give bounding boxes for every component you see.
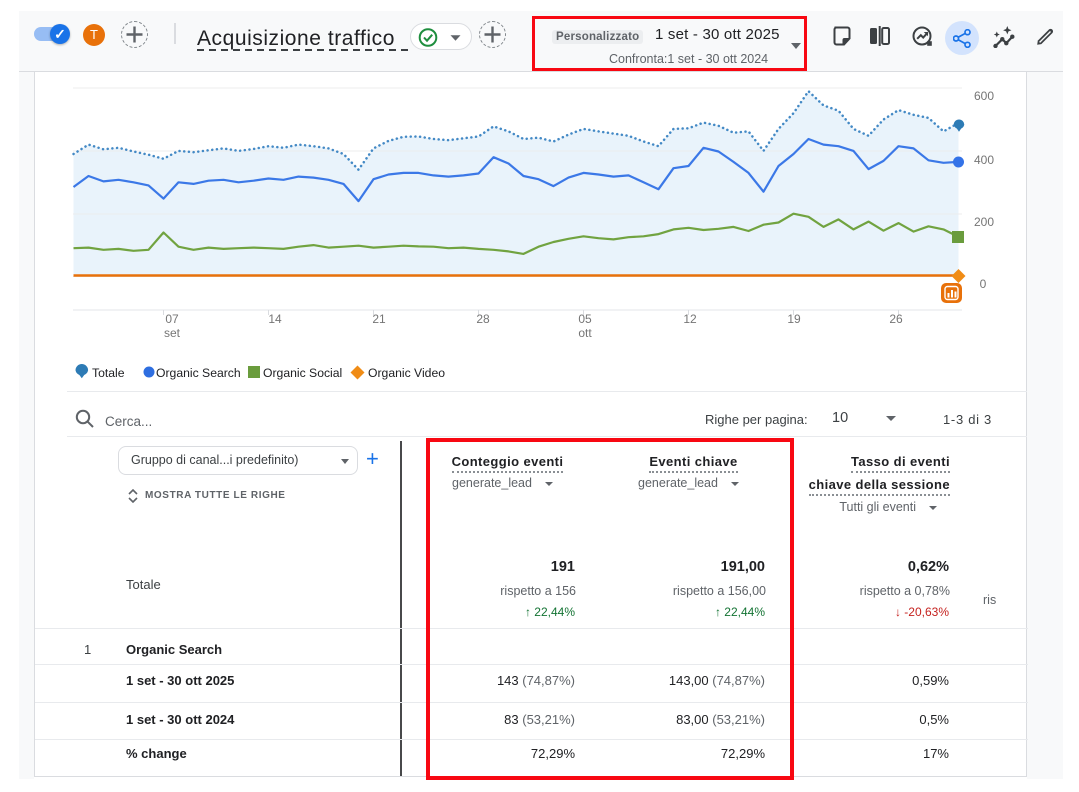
- svg-text:600: 600: [974, 89, 994, 103]
- svg-text:07: 07: [165, 312, 179, 326]
- svg-text:set: set: [164, 326, 181, 340]
- svg-text:400: 400: [974, 153, 994, 167]
- svg-text:28: 28: [476, 312, 490, 326]
- svg-text:200: 200: [974, 215, 994, 229]
- svg-text:0: 0: [980, 277, 987, 291]
- svg-text:12: 12: [683, 312, 697, 326]
- svg-text:05: 05: [578, 312, 592, 326]
- svg-text:19: 19: [787, 312, 801, 326]
- svg-text:21: 21: [372, 312, 386, 326]
- svg-text:14: 14: [268, 312, 282, 326]
- svg-text:26: 26: [889, 312, 903, 326]
- svg-text:ott: ott: [578, 326, 592, 340]
